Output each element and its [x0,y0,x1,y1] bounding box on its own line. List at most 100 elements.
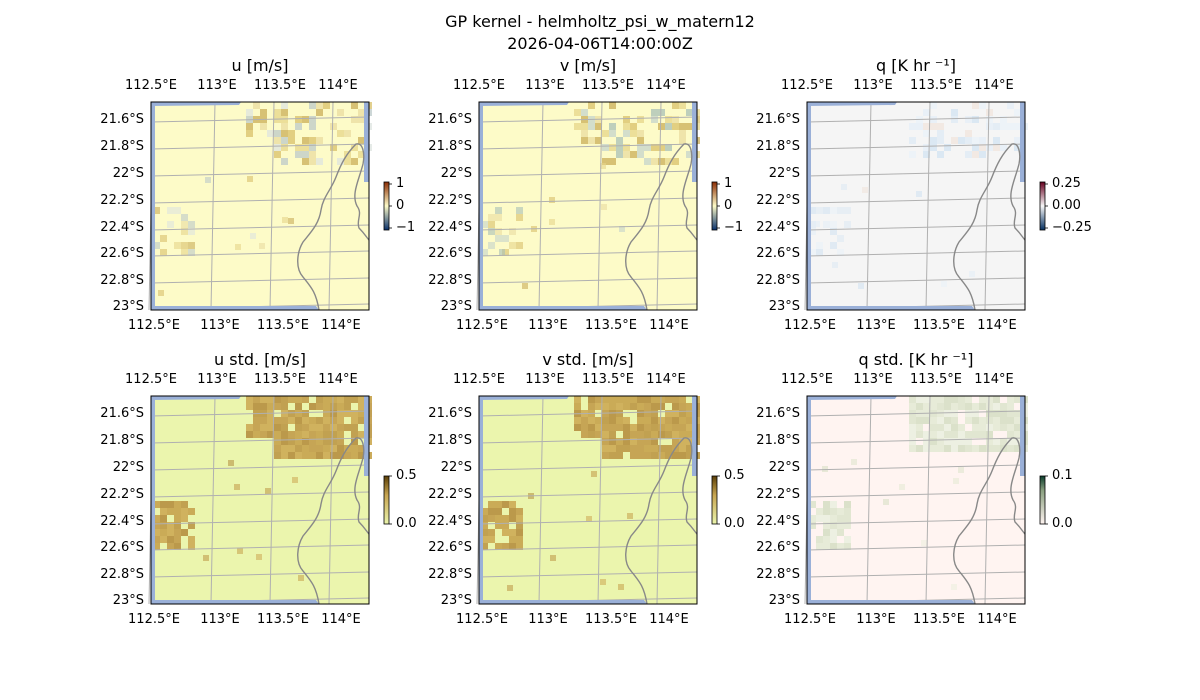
y-tick-label: 22°S [440,460,472,475]
x-tick-label-bottom: 112.5°E [784,318,836,333]
x-tick-label-bottom: 113.5°E [585,612,637,627]
figure-title: GP kernel - helmholtz_psi_w_matern12 [445,12,755,31]
x-tick-label-bottom: 114°E [321,318,361,333]
colorbar-tick-label: 0 [724,198,733,213]
x-tick-label-top: 112.5°E [125,78,177,93]
map-panel [476,395,720,605]
x-tick-label-bottom: 113.5°E [257,612,309,627]
x-tick-label-bottom: 113.5°E [257,318,309,333]
x-tick-label-top: 113.5°E [582,372,634,387]
x-tick-label-top: 112.5°E [453,78,505,93]
y-tick-label: 22°S [768,460,800,475]
y-tick-label: 22.2°S [756,193,800,208]
x-tick-label-bottom: 113°E [200,612,240,627]
x-tick-label-top: 112.5°E [781,78,833,93]
y-tick-label: 21.8°S [756,433,800,448]
panel-title: v [m/s] [559,56,617,75]
y-tick-label: 23°S [112,593,144,608]
x-tick-label-bottom: 114°E [321,612,361,627]
y-tick-label: 21.6°S [428,112,472,127]
colorbar-tick-label: −1 [724,220,744,235]
x-tick-label-bottom: 113.5°E [913,318,965,333]
y-tick-label: 22°S [768,166,800,181]
colorbar-tick-label: 0 [396,198,405,213]
colorbar-tick-label: 0.0 [396,516,417,531]
x-tick-label-top: 113°E [525,78,565,93]
y-tick-label: 22.4°S [428,514,472,529]
y-tick-label: 22.6°S [100,246,144,261]
map-panel [804,395,1048,605]
y-tick-label: 21.6°S [100,406,144,421]
y-tick-label: 22°S [440,166,472,181]
y-tick-label: 22.6°S [100,540,144,555]
map-panel [148,101,392,311]
x-tick-label-top: 114°E [974,372,1014,387]
y-tick-label: 22.8°S [428,567,472,582]
y-tick-label: 22.2°S [100,193,144,208]
y-tick-label: 22.8°S [756,567,800,582]
x-tick-label-top: 113°E [525,372,565,387]
panel-title: u [m/s] [231,56,289,75]
y-tick-label: 22.8°S [100,273,144,288]
y-tick-label: 21.8°S [756,139,800,154]
x-tick-label-bottom: 113.5°E [585,318,637,333]
y-tick-label: 22.4°S [428,220,472,235]
x-tick-label-top: 114°E [318,78,358,93]
x-tick-label-top: 112.5°E [453,372,505,387]
panel-title: q std. [K hr ⁻¹] [858,350,974,369]
y-tick-label: 21.8°S [100,139,144,154]
colorbar-tick-label: 1 [396,176,405,191]
panel-title: v std. [m/s] [542,350,634,369]
panel-title: u std. [m/s] [214,350,306,369]
y-tick-label: 23°S [440,593,472,608]
colorbar-tick-label: 0.5 [396,468,417,483]
y-tick-label: 21.8°S [428,139,472,154]
x-tick-label-bottom: 112.5°E [784,612,836,627]
x-tick-label-top: 112.5°E [781,372,833,387]
x-tick-label-bottom: 113°E [528,318,568,333]
x-tick-label-bottom: 113°E [528,612,568,627]
x-tick-label-top: 112.5°E [125,372,177,387]
x-tick-label-top: 114°E [974,78,1014,93]
x-tick-label-top: 113.5°E [582,78,634,93]
colorbar-tick-label: 0.25 [1052,176,1081,191]
x-tick-label-top: 113.5°E [254,78,306,93]
x-tick-label-bottom: 114°E [977,318,1017,333]
x-tick-label-top: 113°E [853,372,893,387]
colorbar-tick-label: 0.0 [724,516,745,531]
x-tick-label-top: 113°E [853,78,893,93]
y-tick-label: 21.8°S [428,433,472,448]
colorbar-tick-label: −1 [396,220,416,235]
x-tick-label-bottom: 113°E [856,318,896,333]
panel-title: q [K hr ⁻¹] [876,56,956,75]
y-tick-label: 22°S [112,166,144,181]
x-tick-label-top: 114°E [318,372,358,387]
colorbar-tick-label: 0.00 [1052,198,1081,213]
figure-subtitle: 2026-04-06T14:00:00Z [507,34,693,53]
y-tick-label: 22.2°S [428,193,472,208]
y-tick-label: 23°S [440,299,472,314]
y-tick-label: 23°S [768,593,800,608]
y-tick-label: 22°S [112,460,144,475]
y-tick-label: 22.8°S [756,273,800,288]
y-tick-label: 22.4°S [100,514,144,529]
y-tick-label: 21.6°S [756,112,800,127]
y-tick-label: 22.4°S [100,220,144,235]
x-tick-label-bottom: 114°E [977,612,1017,627]
y-tick-label: 23°S [768,299,800,314]
y-tick-label: 22.6°S [756,246,800,261]
map-panel [476,101,720,311]
y-tick-label: 22.2°S [756,487,800,502]
colorbar-tick-label: 0.0 [1052,516,1073,531]
y-tick-label: 22.8°S [428,273,472,288]
x-tick-label-top: 113.5°E [910,372,962,387]
y-tick-label: 22.8°S [100,567,144,582]
x-tick-label-bottom: 114°E [649,612,689,627]
y-tick-label: 21.6°S [428,406,472,421]
x-tick-label-top: 114°E [646,78,686,93]
y-tick-label: 23°S [112,299,144,314]
x-tick-label-top: 114°E [646,372,686,387]
x-tick-label-bottom: 112.5°E [456,318,508,333]
x-tick-label-bottom: 112.5°E [128,318,180,333]
